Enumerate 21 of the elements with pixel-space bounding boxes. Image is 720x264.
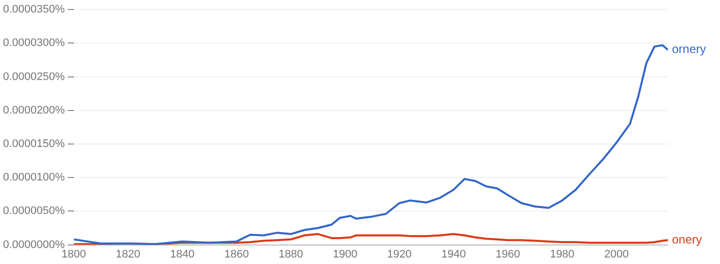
y-tick-label: 0.0000350% — [2, 4, 65, 16]
x-tick-label: 1860 — [224, 248, 249, 260]
x-tick-label: 1880 — [278, 248, 304, 260]
y-tick-label: 0.0000150% — [2, 138, 65, 150]
x-tick-label: 1960 — [496, 248, 520, 260]
x-tick-label: 1920 — [387, 248, 412, 260]
x-tick-label: 1940 — [441, 248, 466, 260]
x-tick-label: 1900 — [332, 248, 358, 260]
x-tick-label: 1840 — [170, 248, 195, 260]
series-label: onery — [672, 232, 702, 246]
y-tick-label: 0.0000050% — [2, 205, 65, 218]
y-tick-label: 0.0000200% — [2, 104, 65, 116]
y-tick-label: 0.0000100% — [2, 172, 65, 184]
x-tick-label: 1820 — [116, 248, 140, 260]
x-tick-label: 1980 — [550, 248, 574, 260]
y-tick-label: 0.0000000% — [2, 238, 65, 251]
x-tick-label: 1800 — [62, 248, 86, 260]
y-tick-label: 0.0000250% — [2, 70, 65, 83]
series-label: ornery — [672, 42, 706, 56]
x-tick-label: 2000 — [604, 248, 629, 260]
y-tick-label: 0.0000300% — [2, 37, 65, 50]
